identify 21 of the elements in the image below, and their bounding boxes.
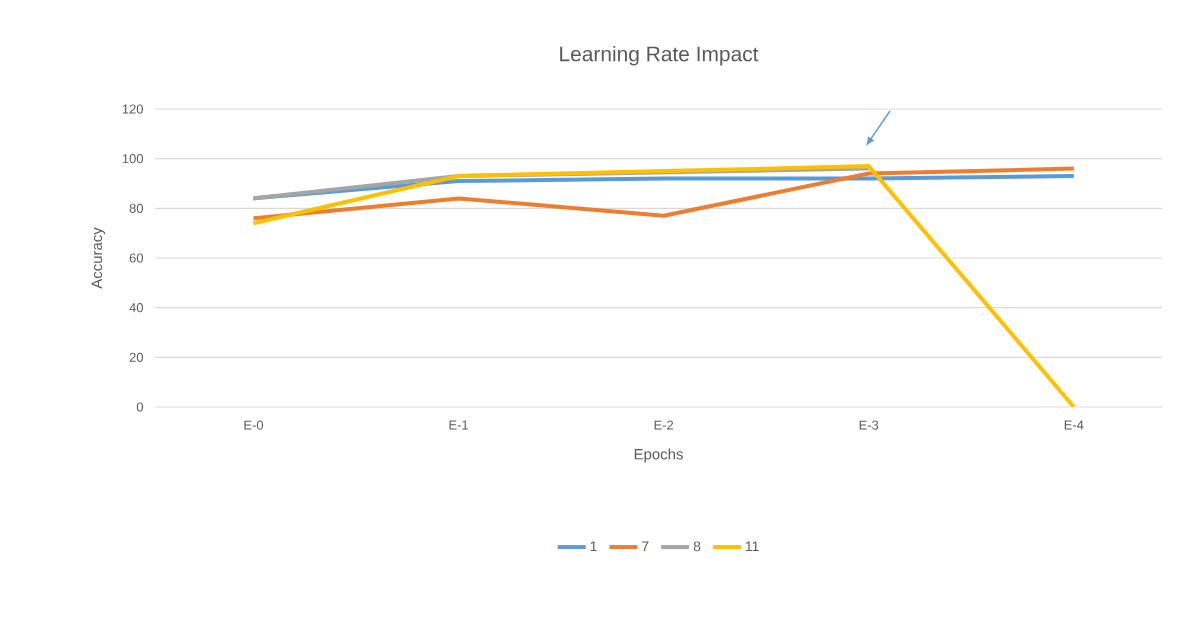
legend-label: 1	[590, 541, 597, 552]
y-axis-title: Accuracy	[91, 227, 106, 289]
x-axis-title: Epochs	[634, 448, 683, 463]
x-tick-label: E-3	[859, 420, 879, 430]
y-tick-label: 20	[129, 352, 143, 362]
x-tick-label: E-4	[1064, 420, 1084, 430]
line-series	[251, 164, 1076, 407]
y-tick-label: 0	[136, 402, 143, 412]
x-tick-label: E-2	[654, 420, 674, 430]
legend-label: 7	[642, 541, 649, 552]
x-tick-label: E-1	[449, 420, 468, 430]
line-series	[251, 166, 1076, 221]
legend-label: 8	[693, 541, 701, 552]
chart-title: Learning Rate Impact	[560, 46, 759, 66]
y-tick-label: 120	[122, 104, 143, 114]
y-tick-label: 40	[129, 303, 143, 313]
y-tick-label: 60	[129, 253, 143, 263]
y-tick-label: 100	[122, 154, 143, 164]
legend-label: 11	[745, 541, 759, 552]
y-tick-label: 80	[129, 203, 143, 213]
x-tick-label: E-0	[244, 420, 264, 430]
